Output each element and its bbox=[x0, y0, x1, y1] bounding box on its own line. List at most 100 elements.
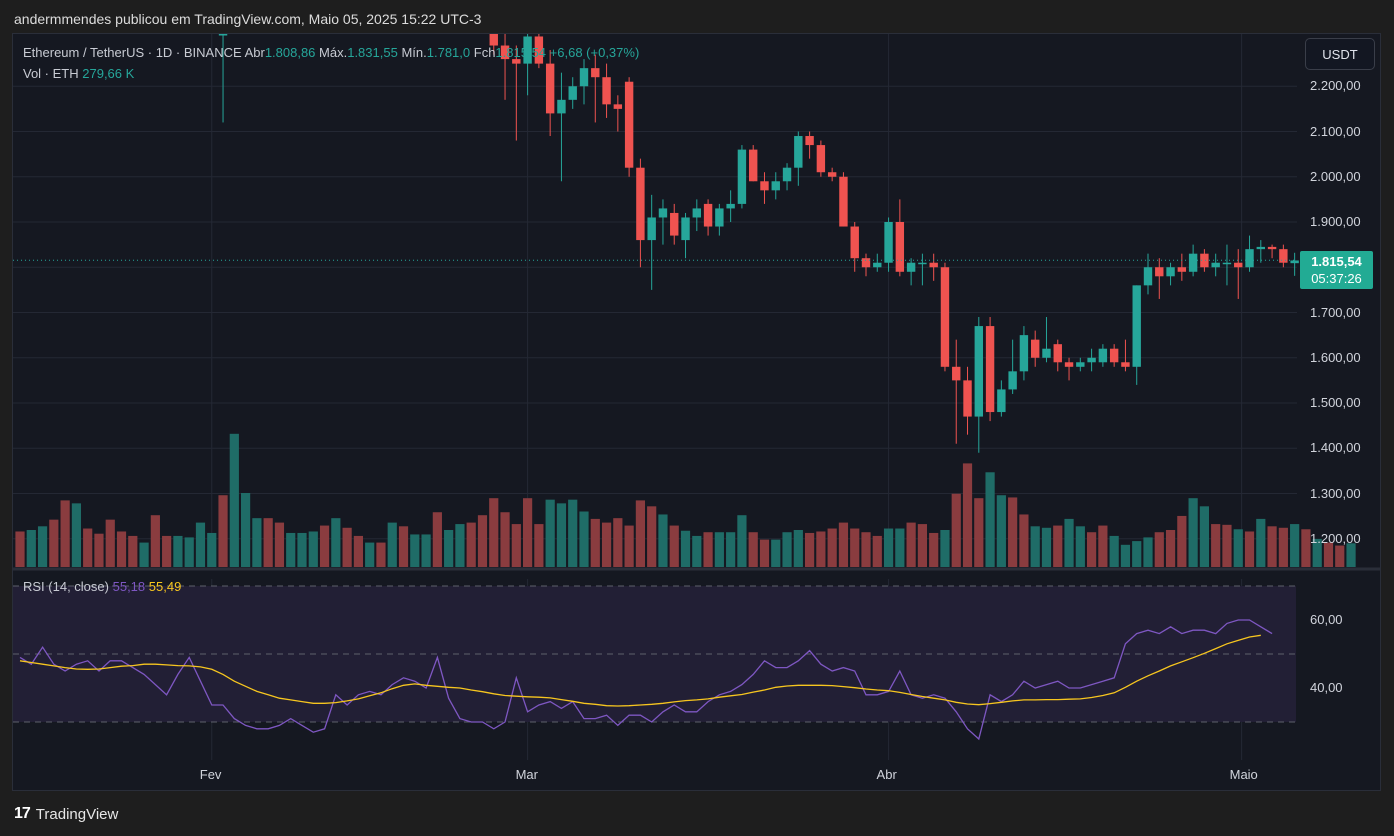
candle-body bbox=[827, 172, 837, 177]
volume-bar bbox=[252, 518, 262, 567]
volume-bar bbox=[71, 503, 81, 567]
candle-body bbox=[715, 208, 724, 227]
brand-name: TradingView bbox=[35, 805, 119, 823]
candle-body bbox=[1042, 348, 1051, 358]
candle-body bbox=[557, 99, 566, 114]
volume-bar bbox=[376, 542, 386, 567]
candle-body bbox=[613, 104, 623, 109]
price-tick-label: 2.000,00 bbox=[1310, 168, 1361, 184]
volume-bar bbox=[466, 522, 476, 567]
candle-body bbox=[1267, 246, 1277, 250]
volume-bar bbox=[1132, 541, 1142, 567]
volume-bar bbox=[1120, 544, 1131, 567]
volume-bar bbox=[929, 532, 939, 567]
volume-bar bbox=[319, 525, 330, 567]
candle-body bbox=[647, 217, 656, 241]
volume-legend[interactable]: Vol · ETH 279,66 K bbox=[23, 66, 134, 81]
volume-bar bbox=[726, 532, 736, 567]
symbol-legend[interactable]: Ethereum / TetherUS · 1D · BINANCE Abr1.… bbox=[23, 45, 639, 60]
volume-bar bbox=[556, 503, 567, 567]
volume-bar bbox=[601, 522, 612, 567]
volume-bar bbox=[49, 519, 59, 567]
volume-bar bbox=[26, 530, 36, 567]
candle-body bbox=[997, 389, 1006, 413]
volume-bar bbox=[861, 532, 871, 567]
volume-bar bbox=[692, 535, 702, 567]
volume-bar bbox=[658, 514, 668, 567]
volume-bar bbox=[1222, 524, 1232, 567]
volume-bar bbox=[365, 542, 375, 567]
volume-bar bbox=[1041, 527, 1052, 567]
candle-body bbox=[1188, 253, 1198, 272]
volume-bar bbox=[1256, 518, 1266, 567]
rsi-label: RSI (14, close) bbox=[23, 579, 109, 594]
candle-body bbox=[974, 326, 983, 417]
low-value: 1.781,0 bbox=[426, 45, 471, 60]
candle-body bbox=[703, 203, 713, 227]
candle-body bbox=[884, 222, 893, 263]
volume-bar bbox=[308, 531, 318, 567]
candle-body bbox=[636, 167, 645, 241]
footer-brand[interactable]: 17 TradingView bbox=[14, 805, 118, 823]
volume-bar bbox=[1165, 530, 1176, 567]
low-label: Mín. bbox=[401, 45, 427, 60]
candle-body bbox=[918, 262, 927, 265]
volume-bar bbox=[1267, 526, 1277, 567]
volume-bar bbox=[83, 528, 93, 567]
candle-body bbox=[1245, 249, 1254, 268]
volume-bar bbox=[455, 524, 465, 567]
volume-bar bbox=[432, 512, 442, 567]
volume-bar bbox=[703, 532, 713, 567]
candle-body bbox=[805, 136, 814, 146]
volume-bar bbox=[1335, 545, 1345, 567]
volume-bar bbox=[60, 500, 70, 567]
volume-bar bbox=[1053, 525, 1063, 567]
open-value: 1.808,86 bbox=[264, 45, 316, 60]
rsi-ma-line bbox=[19, 634, 1261, 707]
candle-body bbox=[1076, 362, 1085, 367]
volume-bar bbox=[737, 515, 747, 567]
volume-bar bbox=[184, 537, 194, 567]
volume-bar bbox=[128, 535, 138, 567]
volume-bar bbox=[771, 539, 781, 567]
volume-bar bbox=[1278, 527, 1288, 567]
volume-bar bbox=[342, 527, 352, 567]
candle-body bbox=[489, 34, 498, 46]
volume-bar bbox=[398, 526, 409, 567]
candle-body bbox=[692, 208, 701, 218]
volume-bar bbox=[1075, 526, 1085, 567]
volume-bar bbox=[511, 524, 521, 567]
candle-body bbox=[512, 59, 521, 64]
rsi-value: 55,18 bbox=[112, 579, 146, 594]
candles bbox=[218, 34, 1299, 453]
candle-body bbox=[1019, 335, 1029, 372]
candle-body bbox=[500, 45, 510, 60]
volume-bar bbox=[173, 535, 183, 567]
time-tick-label: Maio bbox=[1229, 767, 1258, 782]
volume-bar bbox=[951, 493, 961, 567]
candle-body bbox=[1222, 262, 1232, 265]
candle-body bbox=[895, 222, 905, 272]
candle-body bbox=[850, 226, 859, 259]
volume-bar bbox=[759, 539, 770, 567]
volume-bar bbox=[917, 524, 927, 567]
volume-bar bbox=[895, 528, 905, 567]
candle-body bbox=[906, 262, 916, 272]
candle-body bbox=[940, 267, 950, 367]
candle-body bbox=[873, 262, 882, 268]
candle-body bbox=[658, 208, 668, 218]
volume-bar bbox=[421, 534, 431, 567]
volume-bar bbox=[816, 531, 826, 567]
currency-button[interactable]: USDT bbox=[1305, 38, 1375, 70]
candle-body bbox=[523, 36, 532, 64]
volume-bar bbox=[489, 498, 499, 567]
volume-bar bbox=[669, 525, 679, 567]
rsi-legend[interactable]: RSI (14, close) 55,18 55,49 bbox=[23, 579, 181, 594]
candle-body bbox=[1098, 348, 1108, 363]
price-tick-label: 2.100,00 bbox=[1310, 123, 1361, 139]
candle-body bbox=[545, 63, 555, 114]
volume-bar bbox=[534, 524, 544, 567]
price-tick-label: 1.900,00 bbox=[1310, 214, 1361, 229]
candle-body bbox=[1211, 262, 1220, 268]
